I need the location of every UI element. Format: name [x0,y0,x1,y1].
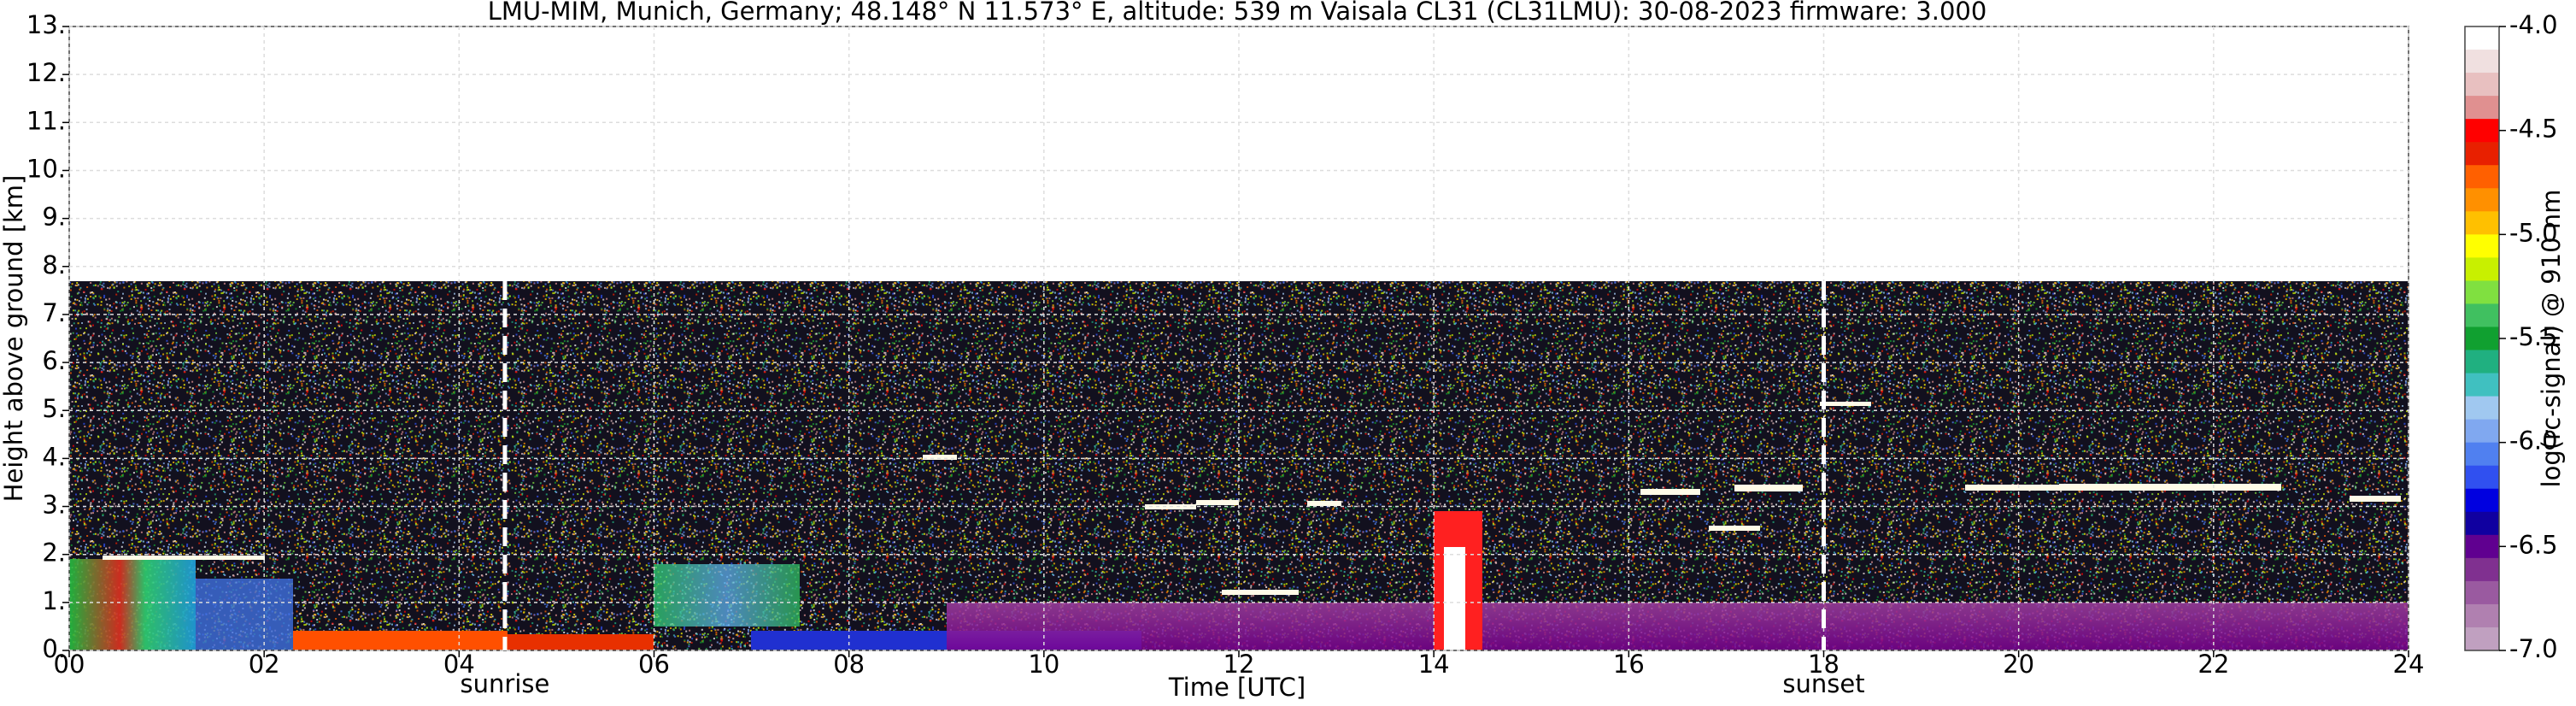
x-tick-label: 00 [54,650,85,679]
y-tick-label: 11. [26,106,66,135]
colorbar-tick-label: -5.5 [2509,322,2558,351]
colorbar-segment [2465,419,2499,444]
y-tick-label: 4. [42,442,66,471]
colorbar-segment [2465,327,2499,351]
colorbar-segment [2465,465,2499,490]
x-tick-label: 12 [1223,650,1255,679]
y-tick-label: 3. [42,491,66,520]
colorbar-tick-label: -4.5 [2509,115,2558,144]
x-tick-label: 18 [1808,650,1840,679]
colorbar-segment [2465,303,2499,327]
x-tick-label: 22 [2198,650,2229,679]
x-tick-label: 16 [1613,650,1645,679]
y-axis-label: Height above ground [km] [0,175,28,503]
colorbar-segment [2465,511,2499,536]
x-tick-label: 10 [1028,650,1059,679]
annotation-label: sunrise [461,669,550,698]
colorbar-segment [2465,96,2499,120]
x-tick-label: 02 [249,650,280,679]
colorbar-segment [2465,211,2499,235]
y-tick-label: 1. [42,586,66,615]
colorbar-tick-label: -6.0 [2509,427,2558,456]
x-tick-label: 08 [833,650,865,679]
y-tick-label: 13. [26,10,66,39]
colorbar-tick-label: -4.0 [2509,10,2558,39]
x-tick-label: 24 [2393,650,2425,679]
y-tick-label: 8. [42,250,66,279]
colorbar-segment [2465,442,2499,467]
colorbar-label: log(rc-signal) @ 910 nm [2537,190,2566,488]
colorbar-segment [2465,603,2499,628]
y-tick-label: 10. [26,154,66,183]
colorbar-tick-label: -5.0 [2509,218,2558,247]
colorbar-segment [2465,557,2499,582]
x-tick-label: 06 [638,650,670,679]
colorbar-segment [2465,142,2499,166]
colorbar-segment [2465,50,2499,74]
colorbar-segment [2465,73,2499,97]
chart-title: LMU-MIM, Munich, Germany; 48.148° N 11.5… [488,0,1987,26]
colorbar-segment [2465,534,2499,559]
x-tick-label: 14 [1418,650,1450,679]
colorbar-segment [2465,257,2499,281]
colorbar-tick-label: -7.0 [2509,634,2558,663]
colorbar-segment [2465,234,2499,258]
y-tick-label: 0. [42,634,66,663]
colorbar-segment [2465,373,2499,397]
colorbar-tick-label: -6.5 [2509,530,2558,559]
colorbar-segment [2465,280,2499,304]
colorbar-segment [2465,165,2499,189]
colorbar-segment [2465,119,2499,143]
colorbar-segment [2465,188,2499,212]
x-tick-label: 20 [2003,650,2034,679]
y-tick-label: 6. [42,346,66,375]
x-tick-label: 04 [443,650,475,679]
y-tick-label: 9. [42,203,66,232]
y-tick-label: 5. [42,394,66,423]
colorbar-segment [2465,580,2499,605]
colorbar-segment [2465,627,2499,651]
y-tick-label: 12. [26,58,66,87]
annotation-label: sunset [1782,669,1864,698]
colorbar-segment [2465,350,2499,374]
colorbar-segment [2465,396,2499,421]
colorbar-segment [2465,26,2499,50]
x-axis-label: Time [UTC] [1168,673,1306,702]
y-tick-label: 7. [42,298,66,327]
colorbar-segment [2465,488,2499,513]
y-tick-label: 2. [42,538,66,568]
